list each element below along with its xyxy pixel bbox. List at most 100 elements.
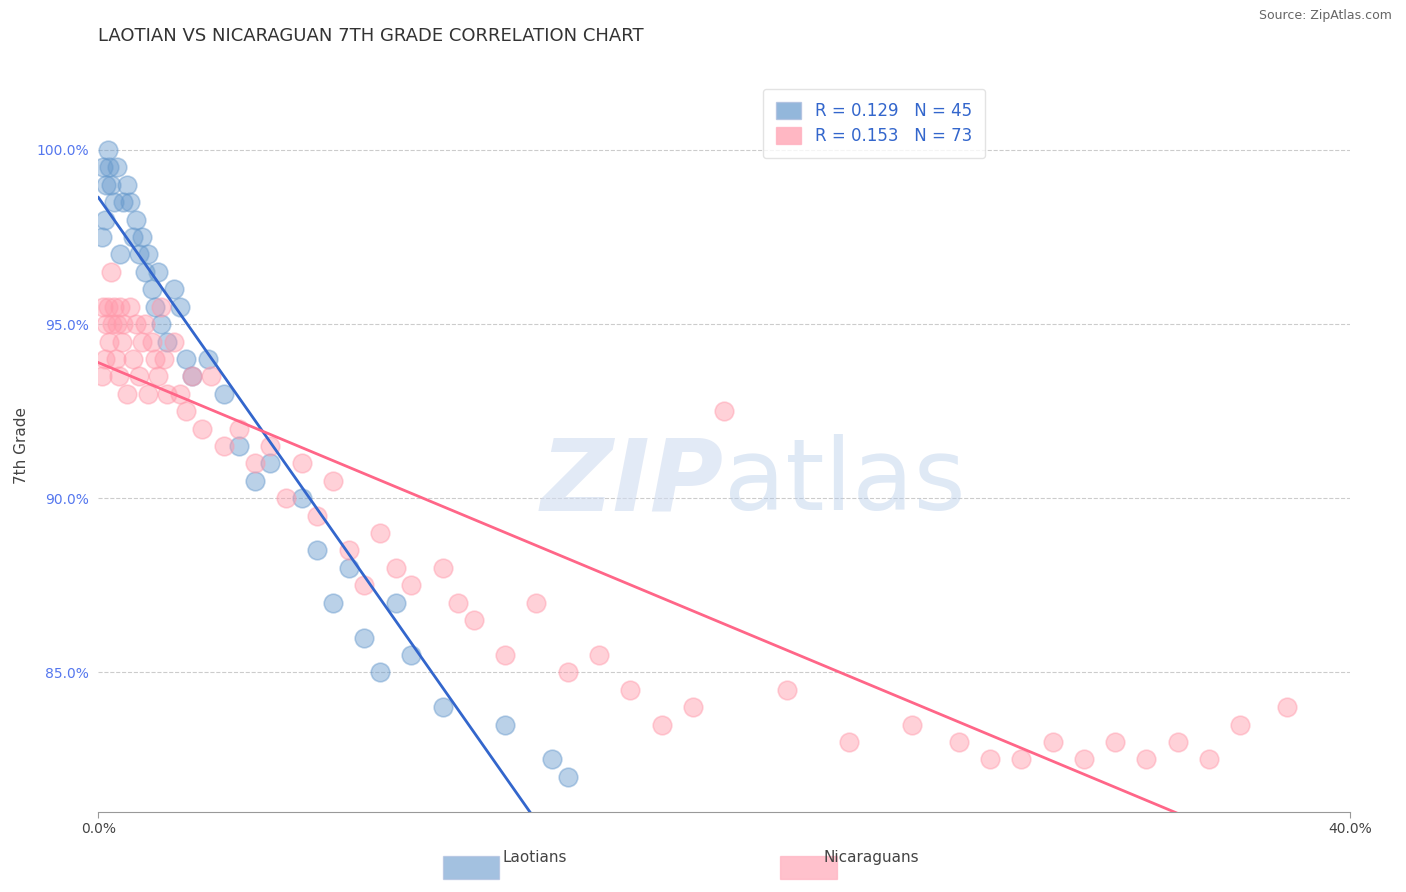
Point: [337, 561, 360, 575]
Point: [110, 300, 132, 314]
Point: [146, 265, 169, 279]
Point: [190, 421, 212, 435]
Point: [447, 596, 470, 610]
Point: [212, 386, 235, 401]
Point: [948, 735, 970, 749]
Point: [91, 161, 114, 175]
Point: [1229, 717, 1251, 731]
Point: [107, 369, 129, 384]
Point: [150, 317, 173, 331]
Legend: R = 0.129   N = 45, R = 0.153   N = 73: R = 0.129 N = 45, R = 0.153 N = 73: [763, 88, 986, 158]
Point: [121, 351, 143, 366]
Point: [900, 717, 922, 731]
Point: [131, 230, 153, 244]
Point: [181, 369, 204, 384]
Point: [98, 161, 121, 175]
Point: [557, 770, 579, 784]
Point: [274, 491, 298, 506]
Point: [143, 351, 166, 366]
Point: [588, 648, 610, 662]
Point: [259, 439, 281, 453]
Point: [100, 265, 122, 279]
Point: [101, 317, 124, 331]
Point: [150, 300, 173, 314]
Point: [169, 386, 191, 401]
Point: [557, 665, 579, 680]
Point: [243, 474, 266, 488]
Point: [96, 178, 118, 192]
Point: [541, 752, 564, 766]
Point: [169, 300, 191, 314]
Point: [121, 230, 143, 244]
Point: [322, 474, 344, 488]
Point: [1198, 752, 1220, 766]
Text: Nicaraguans: Nicaraguans: [824, 850, 920, 865]
Point: [368, 526, 391, 541]
Point: [1135, 752, 1157, 766]
Point: [384, 561, 406, 575]
Point: [432, 561, 454, 575]
Text: Laotians: Laotians: [502, 850, 567, 865]
Point: [1277, 700, 1299, 714]
Point: [650, 717, 672, 731]
Point: [143, 300, 166, 314]
Point: [118, 300, 141, 314]
Point: [156, 386, 179, 401]
Point: [494, 717, 516, 731]
Text: Source: ZipAtlas.com: Source: ZipAtlas.com: [1258, 9, 1392, 22]
Point: [713, 404, 735, 418]
Point: [103, 300, 125, 314]
Point: [162, 282, 184, 296]
Point: [838, 735, 860, 749]
Point: [401, 648, 423, 662]
Point: [118, 195, 141, 210]
Point: [368, 665, 391, 680]
Point: [105, 161, 128, 175]
Point: [97, 300, 120, 314]
Point: [115, 178, 138, 192]
Point: [125, 212, 148, 227]
Point: [128, 369, 150, 384]
Point: [97, 143, 120, 157]
Point: [200, 369, 222, 384]
Point: [619, 682, 641, 697]
Point: [141, 282, 163, 296]
Point: [174, 404, 197, 418]
Point: [291, 491, 314, 506]
Point: [153, 351, 176, 366]
Point: [307, 543, 329, 558]
Point: [93, 212, 115, 227]
Point: [463, 613, 485, 627]
Point: [979, 752, 1001, 766]
Point: [141, 334, 163, 349]
Text: LAOTIAN VS NICARAGUAN 7TH GRADE CORRELATION CHART: LAOTIAN VS NICARAGUAN 7TH GRADE CORRELAT…: [98, 27, 644, 45]
Point: [98, 334, 121, 349]
Point: [162, 334, 184, 349]
Point: [90, 230, 112, 244]
Point: [96, 317, 118, 331]
Point: [100, 178, 122, 192]
Point: [682, 700, 704, 714]
Point: [134, 317, 156, 331]
Point: [243, 457, 266, 471]
Point: [401, 578, 423, 592]
Point: [112, 317, 135, 331]
Point: [115, 386, 138, 401]
Point: [1167, 735, 1189, 749]
Point: [125, 317, 148, 331]
Point: [1042, 735, 1064, 749]
Point: [105, 317, 128, 331]
Text: ZIP: ZIP: [541, 434, 724, 531]
Point: [131, 334, 153, 349]
Y-axis label: 7th Grade: 7th Grade: [14, 408, 30, 484]
Point: [156, 334, 179, 349]
Point: [181, 369, 204, 384]
Point: [432, 700, 454, 714]
Point: [1104, 735, 1126, 749]
Point: [128, 247, 150, 261]
Point: [337, 543, 360, 558]
Point: [110, 247, 132, 261]
Point: [384, 596, 406, 610]
Point: [212, 439, 235, 453]
Point: [104, 351, 127, 366]
